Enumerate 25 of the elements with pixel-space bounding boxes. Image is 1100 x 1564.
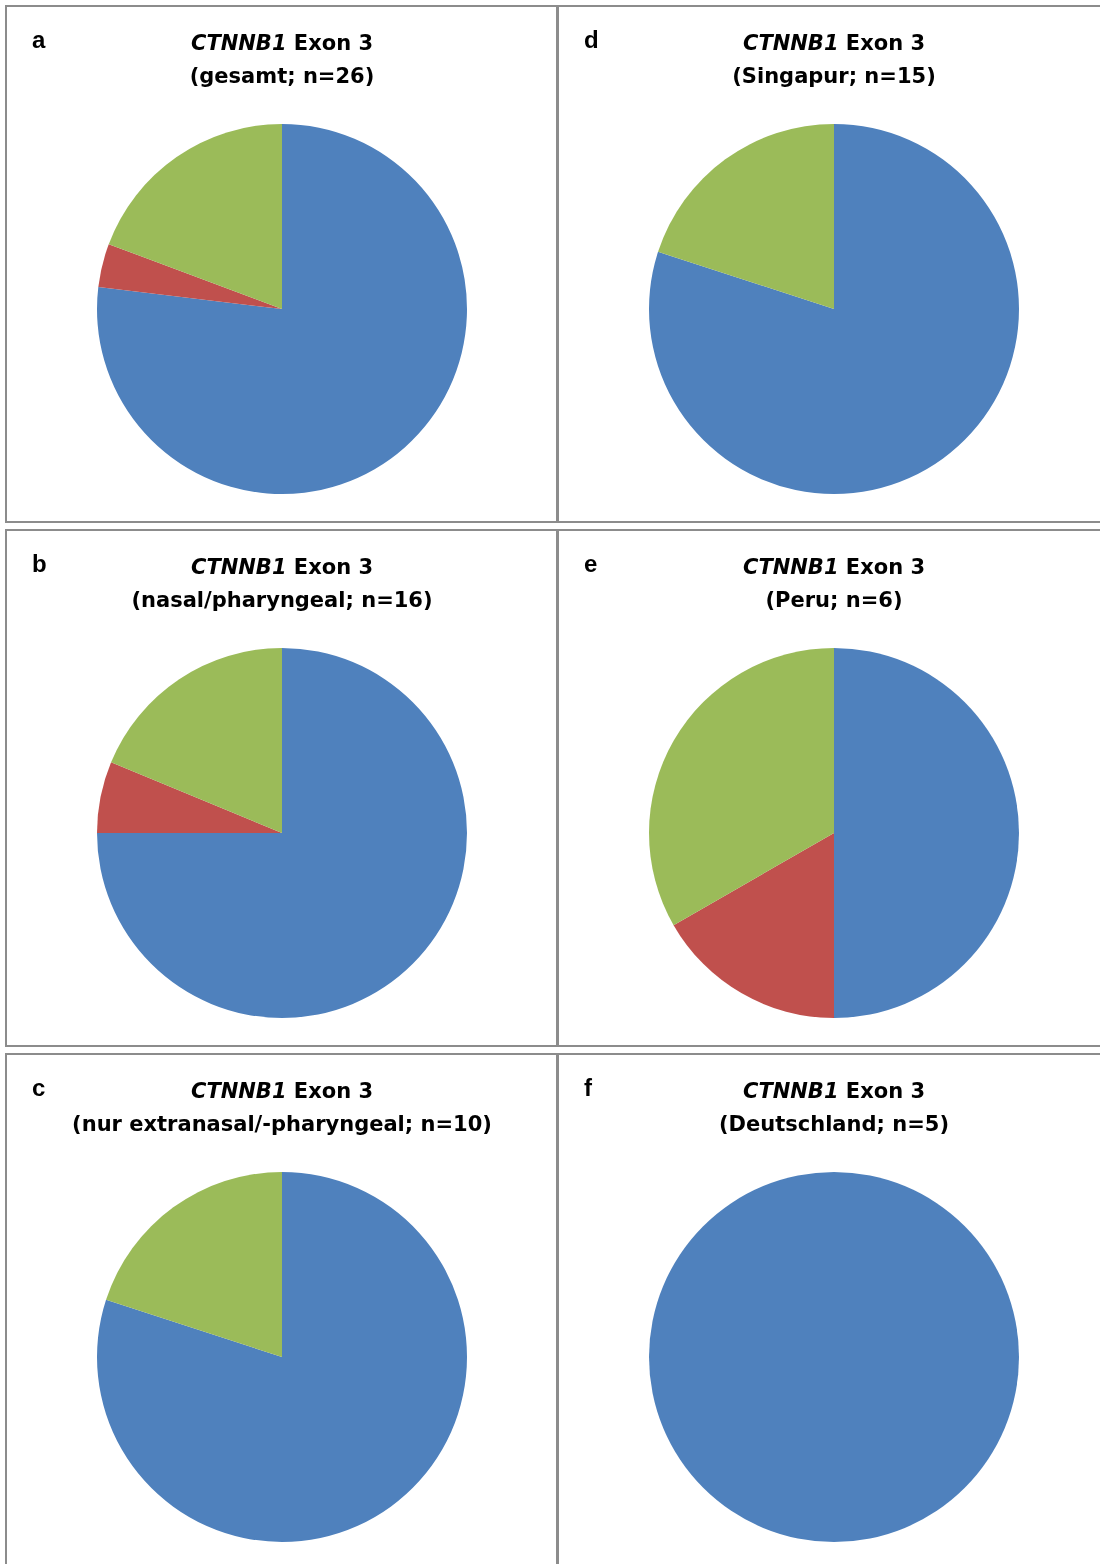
pie-slice — [106, 1172, 282, 1357]
pie-slice — [649, 648, 834, 926]
chart-title: CTNNB1 Exon 3 (Peru; n=6) — [742, 555, 926, 612]
pie-slice — [673, 833, 834, 1018]
text: e — [584, 550, 598, 577]
chart-title: CTNNB1 Exon 3 (Deutschland; n=5) — [719, 1079, 949, 1136]
chart-title: CTNNB1 Exon 3 (nasal/pharyngeal; n=16) — [131, 555, 433, 612]
pie-slice — [649, 124, 1019, 494]
text: b — [32, 550, 47, 577]
text: a — [32, 26, 46, 53]
pie-slice — [98, 244, 282, 309]
pie-slice — [97, 124, 467, 494]
text: c — [32, 1074, 46, 1101]
text: d — [584, 26, 599, 53]
pie-slice — [111, 648, 282, 833]
pie-slice — [97, 648, 467, 1018]
pie-slice — [834, 648, 1019, 1018]
pie-slice — [97, 1172, 467, 1542]
chart-title: CTNNB1 Exon 3 (Singapur; n=15) — [732, 31, 936, 88]
text: f — [584, 1074, 593, 1101]
chart-title: CTNNB1 Exon 3 (nur extranasal/-pharyngeal; n=10) — [72, 1079, 492, 1136]
pie-slice — [658, 124, 834, 309]
pie-slice — [97, 762, 282, 833]
pie-slice — [108, 124, 282, 309]
chart-title: CTNNB1 Exon 3 (gesamt; n=26) — [189, 31, 375, 88]
